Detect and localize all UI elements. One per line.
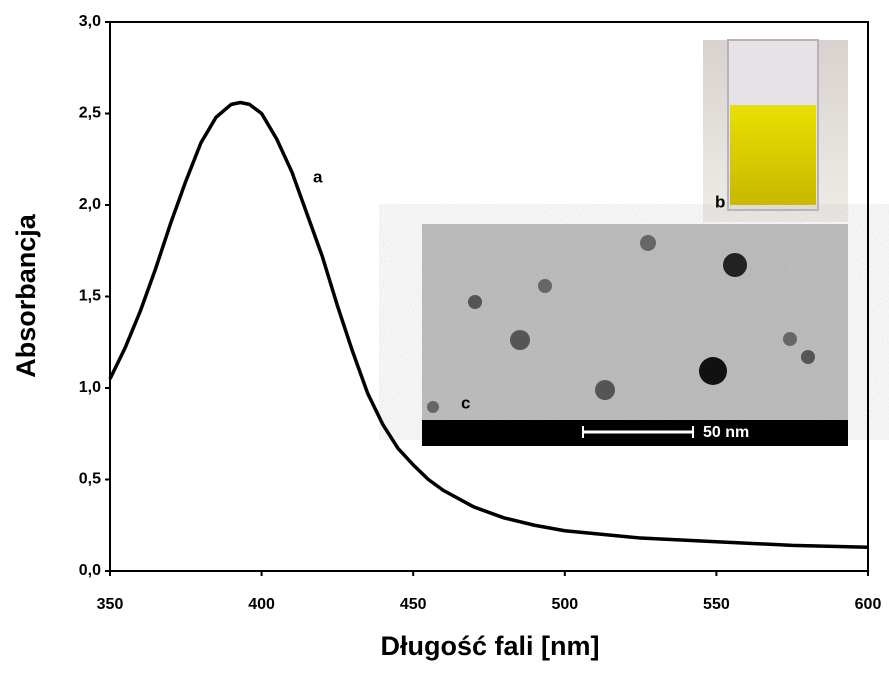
x-tick-label: 500 [551, 596, 578, 613]
insets [422, 39, 848, 446]
x-tick-label: 600 [855, 596, 882, 613]
y-tick-label: 0,5 [79, 471, 101, 488]
y-tick-label: 2,5 [79, 105, 101, 122]
x-tick-label: 400 [248, 596, 275, 613]
tem-noise [422, 224, 848, 420]
annotation: b [715, 192, 725, 211]
y-axis-label: Absorbancja [11, 213, 41, 378]
y-tick-label: 3,0 [79, 13, 101, 30]
y-tick-label: 2,0 [79, 196, 101, 213]
annotation: a [313, 167, 323, 186]
scale-label: 50 nm [703, 424, 749, 441]
x-axis-label: Długość fali [nm] [380, 631, 599, 661]
y-tick-label: 1,5 [79, 288, 101, 305]
x-tick-label: 550 [703, 596, 730, 613]
y-tick-label: 1,0 [79, 379, 101, 396]
y-tick-label: 0,0 [79, 562, 101, 579]
annotation: c [461, 393, 470, 412]
particles [427, 235, 815, 413]
x-tick-label: 450 [400, 596, 427, 613]
x-tick-label: 350 [97, 596, 124, 613]
data-line [108, 100, 869, 549]
liquid [730, 105, 816, 205]
